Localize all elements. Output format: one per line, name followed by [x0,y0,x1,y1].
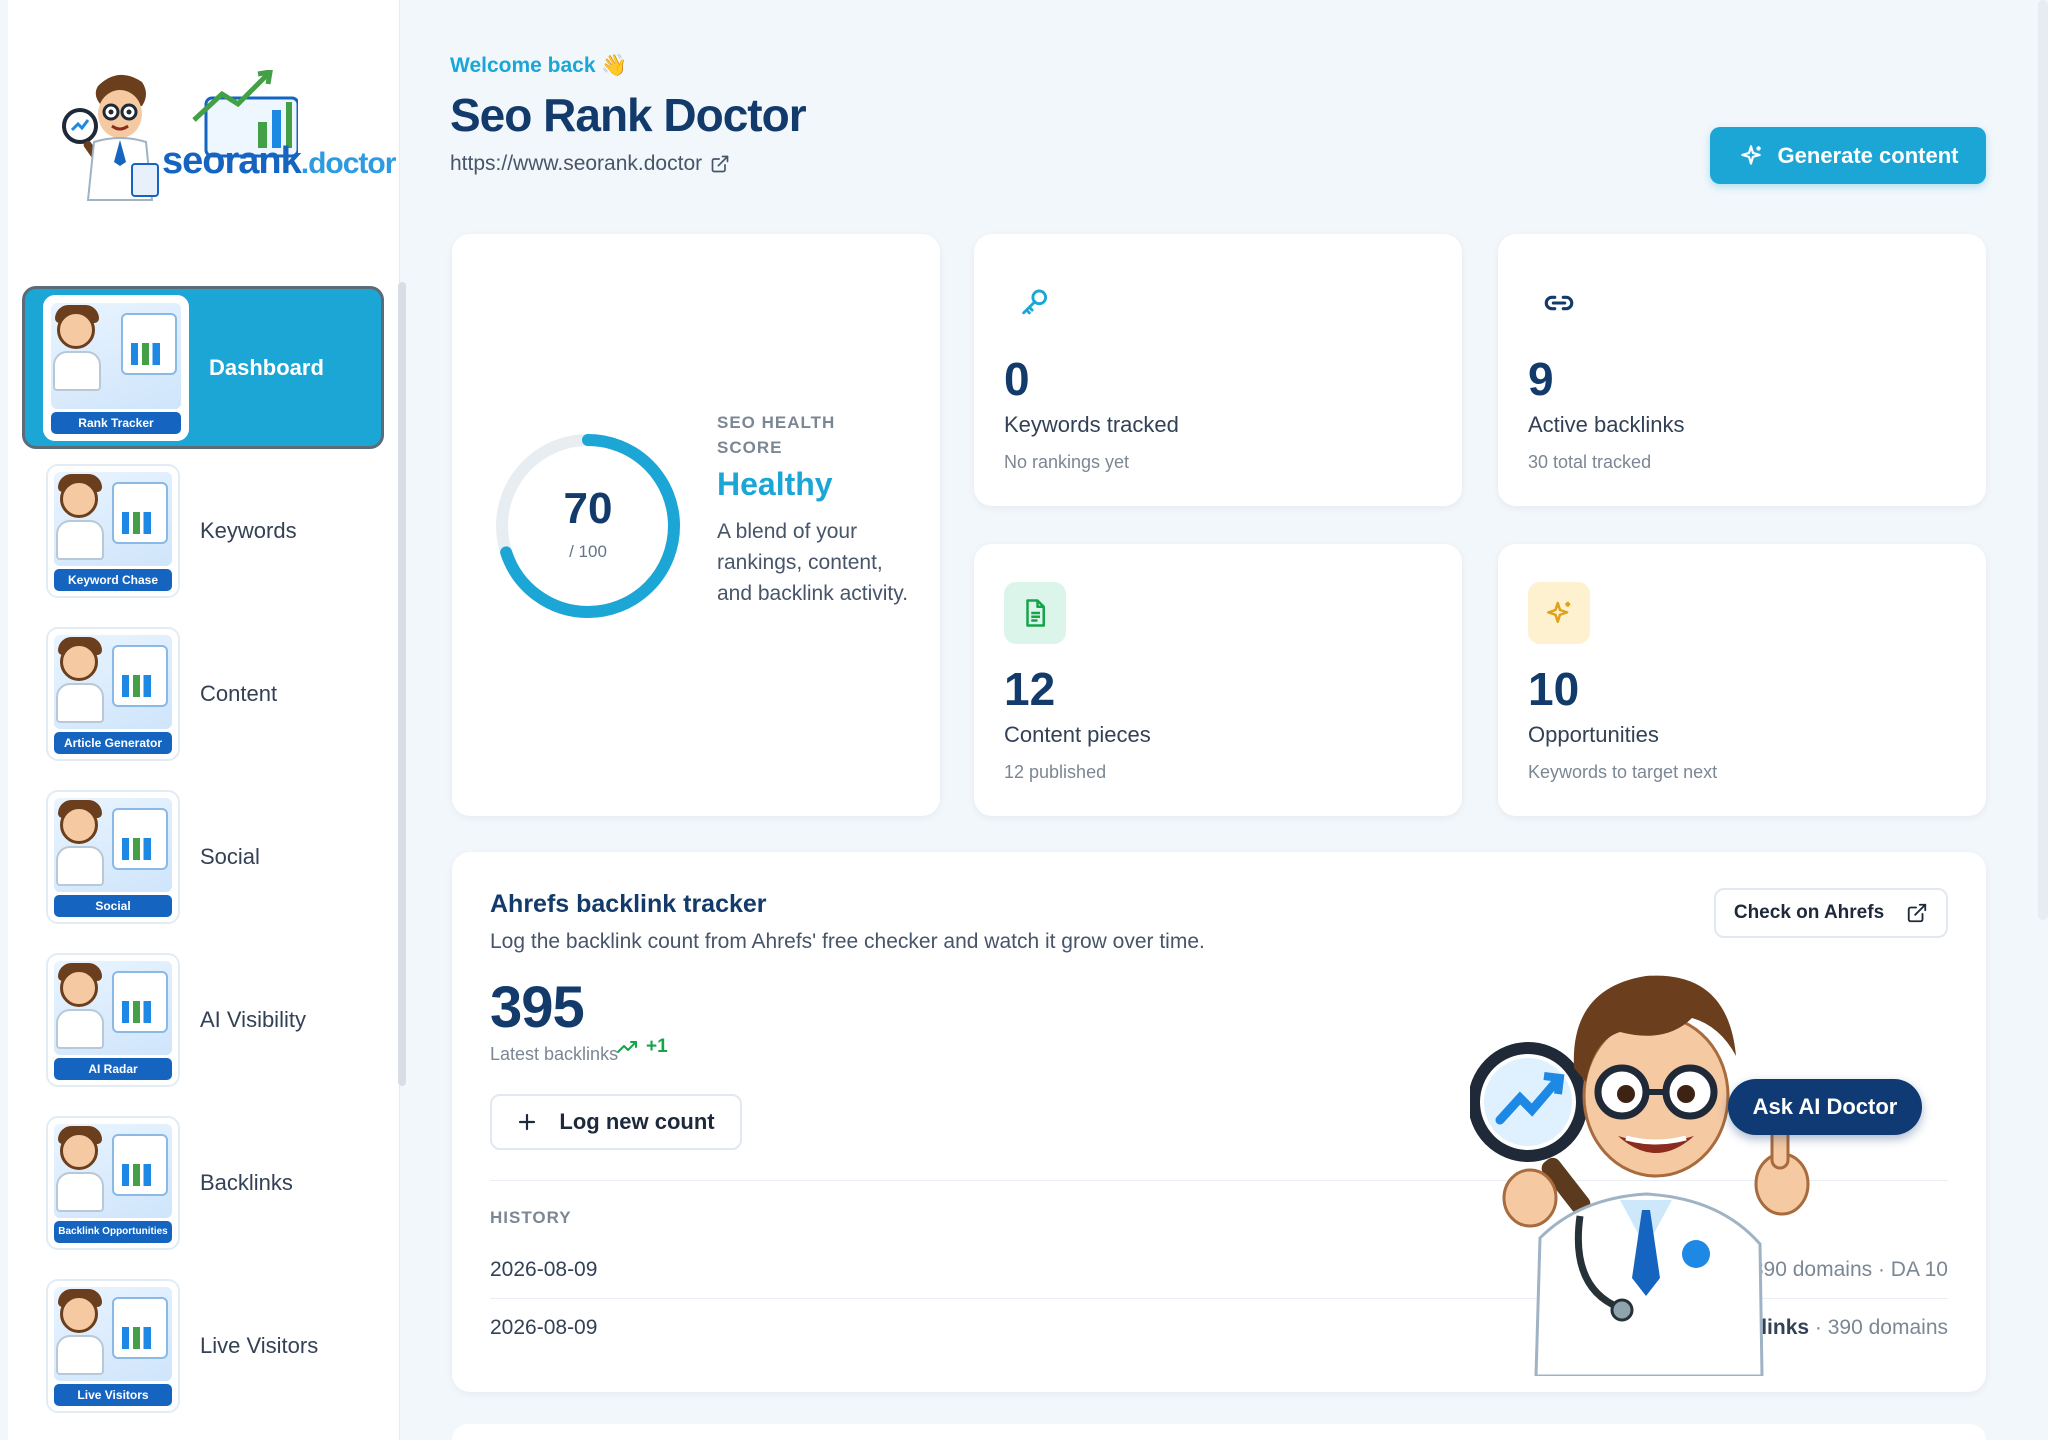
health-score-max: / 100 [569,542,607,561]
next-card-edge [452,1424,1986,1440]
thumbnail-caption: Rank Tracker [51,411,181,434]
stat-card-opportunities: 10 Opportunities Keywords to target next [1498,544,1986,816]
stat-value: 12 [1004,663,1056,715]
history-date: 2026-08-09 [490,1258,598,1281]
window-scrollbar[interactable] [2038,0,2048,920]
latest-backlinks-label: Latest backlinks [490,1044,619,1064]
ai-doctor-mascot-icon[interactable] [1470,948,1822,1376]
doctor-mascot-logo-icon [62,74,159,201]
ai-radar-thumbnail: AI Radar [46,952,180,1087]
health-score-gauge [496,434,680,618]
health-score-label: SEO HEALTH SCORE [717,413,836,457]
sidebar-item-label: AI Visibility [200,1006,306,1032]
stat-subtext: Keywords to target next [1528,762,1718,782]
stat-subtext: 12 published [1004,762,1107,782]
divider [490,1298,1948,1299]
brand-wordmark: seorank.doctor [162,140,396,182]
sidebar-item-live-visitors[interactable]: Live Visitors Live Visitors [22,1264,384,1427]
thumbnail-caption: Keyword Chase [54,568,172,591]
welcome-text: Welcome back 👋 [450,54,628,77]
sidebar-nav: Rank Tracker Dashboard Keyword Chase Key… [22,286,384,1427]
history-meta: · 390 domains [1814,1316,1948,1339]
history-date: 2026-08-09 [490,1316,598,1339]
tracker-description: Log the backlink count from Ahrefs' free… [490,930,1205,953]
document-icon [1004,582,1066,644]
sidebar: seorank.doctor Rank Tracker Dashboard Ke… [8,0,406,1440]
generate-content-button[interactable]: Generate content [1710,127,1986,184]
health-status: Healthy [717,466,833,502]
backlink-opportunities-thumbnail: Backlink Opportunities [46,1115,180,1250]
stat-label: Opportunities [1528,722,1659,747]
thumbnail-caption: AI Radar [54,1057,172,1080]
stat-subtext: 30 total tracked [1528,452,1652,472]
article-generator-thumbnail: Article Generator [46,626,180,761]
plus-icon [519,1113,536,1131]
rank-tracker-thumbnail: Rank Tracker [43,294,189,441]
thumbnail-caption: Article Generator [54,731,172,754]
thumbnail-caption: Backlink Opportunities [54,1220,172,1243]
sidebar-item-social[interactable]: Social Social [22,775,384,938]
history-meta: · 390 domains · DA 10 [1739,1258,1948,1281]
stat-label: Keywords tracked [1004,412,1179,437]
brand-logo[interactable]: seorank.doctor [38,50,396,220]
health-description: A blend of your rankings, content, and b… [717,520,909,605]
sidebar-item-ai-visibility[interactable]: AI Radar AI Visibility [22,938,384,1101]
growth-chart-icon [192,70,298,158]
stat-label: Content pieces [1004,722,1151,747]
delta-value: +1 [646,1036,668,1057]
log-new-count-button[interactable]: Log new count [490,1094,742,1150]
stat-value: 9 [1528,353,1554,405]
sidebar-item-label: Content [200,680,278,706]
site-url-link[interactable]: https://www.seorank.doctor [450,152,730,176]
sidebar-item-label: Social [200,843,260,869]
health-score-arc [496,434,680,618]
sidebar-scrollbar[interactable] [398,282,406,1086]
sidebar-item-label: Dashboard [209,354,324,380]
stat-label: Active backlinks [1528,412,1685,437]
external-link-icon [1907,903,1927,923]
sidebar-item-backlinks[interactable]: Backlink Opportunities Backlinks [22,1101,384,1264]
divider [490,1180,1948,1181]
sparkle-icon [1528,582,1590,644]
backlinks-delta: +1 [616,1036,668,1058]
trending-up-icon [617,1041,637,1053]
check-on-ahrefs-label: Check on Ahrefs [1733,902,1885,923]
seo-health-card: 70 / 100 SEO HEALTH SCORE Healthy A blen… [452,234,940,816]
main-content: Welcome back 👋 Seo Rank Doctor https://w… [400,0,2040,1440]
sidebar-item-label: Live Visitors [200,1332,319,1358]
health-score-value: 70 [563,484,613,533]
stat-card-keywords: 0 Keywords tracked No rankings yet [974,234,1462,506]
sidebar-item-label: Backlinks [200,1169,293,1195]
sidebar-item-keywords[interactable]: Keyword Chase Keywords [22,449,384,612]
latest-backlinks-value: 395 [490,975,585,1040]
sidebar-item-content[interactable]: Article Generator Content [22,612,384,775]
link-icon [1528,272,1590,334]
check-on-ahrefs-button[interactable]: Check on Ahrefs [1714,888,1948,938]
external-link-icon [711,155,729,173]
tracker-title: Ahrefs backlink tracker [490,890,767,918]
page-title: Seo Rank Doctor [450,89,807,141]
live-visitors-thumbnail: Live Visitors [46,1278,180,1413]
stat-card-content: 12 Content pieces 12 published [974,544,1462,816]
key-icon [1004,272,1066,334]
history-heading: HISTORY [490,1208,572,1227]
thumbnail-caption: Live Visitors [54,1383,172,1406]
site-url-text: https://www.seorank.doctor [450,152,703,175]
keyword-chase-thumbnail: Keyword Chase [46,463,180,598]
sparkle-icon [1740,144,1761,165]
stat-value: 0 [1004,353,1030,405]
thumbnail-caption: Social [54,894,172,917]
stat-subtext: No rankings yet [1004,452,1130,472]
stat-value: 10 [1528,663,1580,715]
sidebar-item-dashboard[interactable]: Rank Tracker Dashboard [22,286,384,449]
ask-ai-doctor-button[interactable]: Ask AI Doctor [1728,1079,1922,1135]
sidebar-item-label: Keywords [200,517,297,543]
generate-content-label: Generate content [1777,142,1959,168]
stat-card-backlinks: 9 Active backlinks 30 total tracked [1498,234,1986,506]
log-new-count-label: Log new count [559,1109,715,1134]
social-thumbnail: Social [46,789,180,924]
